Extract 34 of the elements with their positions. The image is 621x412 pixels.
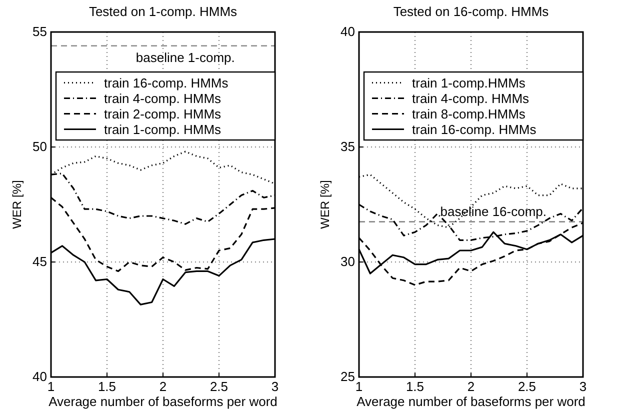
legend-label: train 16-comp. HMMs: [412, 122, 537, 137]
x-tick-label: 2: [159, 379, 167, 394]
y-tick-label: 50: [32, 139, 47, 154]
y-tick-label: 45: [32, 254, 47, 269]
legend-label: train 2-comp. HMMs: [104, 106, 222, 122]
x-axis-title: Average number of baseforms per word: [48, 394, 278, 409]
x-tick-label: 2: [467, 379, 475, 394]
y-tick-label: 40: [340, 24, 355, 39]
ref-line-label: baseline 16-comp.: [440, 204, 547, 219]
y-axis-title: WER [%]: [318, 180, 332, 229]
y-tick-label: 25: [340, 369, 355, 384]
x-axis-title: Average number of baseforms per word: [356, 394, 586, 409]
x-tick-label: 3: [579, 379, 587, 394]
legend-label: train 16-comp. HMMs: [104, 75, 229, 90]
y-tick-label: 40: [32, 369, 47, 384]
x-tick-label: 2.5: [518, 379, 536, 394]
x-tick-label: 1.5: [98, 379, 116, 394]
x-tick-label: 1: [47, 379, 55, 394]
x-tick-label: 1.5: [406, 379, 424, 394]
legend-label: train 1-comp. HMMs: [104, 122, 222, 137]
x-tick-label: 3: [271, 379, 279, 394]
ref-line-label: baseline 1-comp.: [136, 50, 235, 65]
chart-title: Tested on 1-comp. HMMs: [88, 4, 238, 19]
y-tick-label: 55: [32, 24, 47, 39]
y-tick-label: 35: [340, 139, 355, 154]
y-tick-label: 30: [340, 254, 355, 269]
legend-label: train 4-comp. HMMs: [412, 90, 530, 106]
legend-label: train 4-comp. HMMs: [104, 90, 222, 106]
chart-title: Tested on 16-comp. HMMs: [393, 4, 550, 19]
legend-label: train 8-comp.HMMs: [412, 106, 526, 122]
x-tick-label: 1: [355, 379, 363, 394]
x-tick-label: 2.5: [210, 379, 228, 394]
legend-label: train 1-comp.HMMs: [412, 75, 526, 90]
y-axis-title: WER [%]: [10, 180, 24, 229]
